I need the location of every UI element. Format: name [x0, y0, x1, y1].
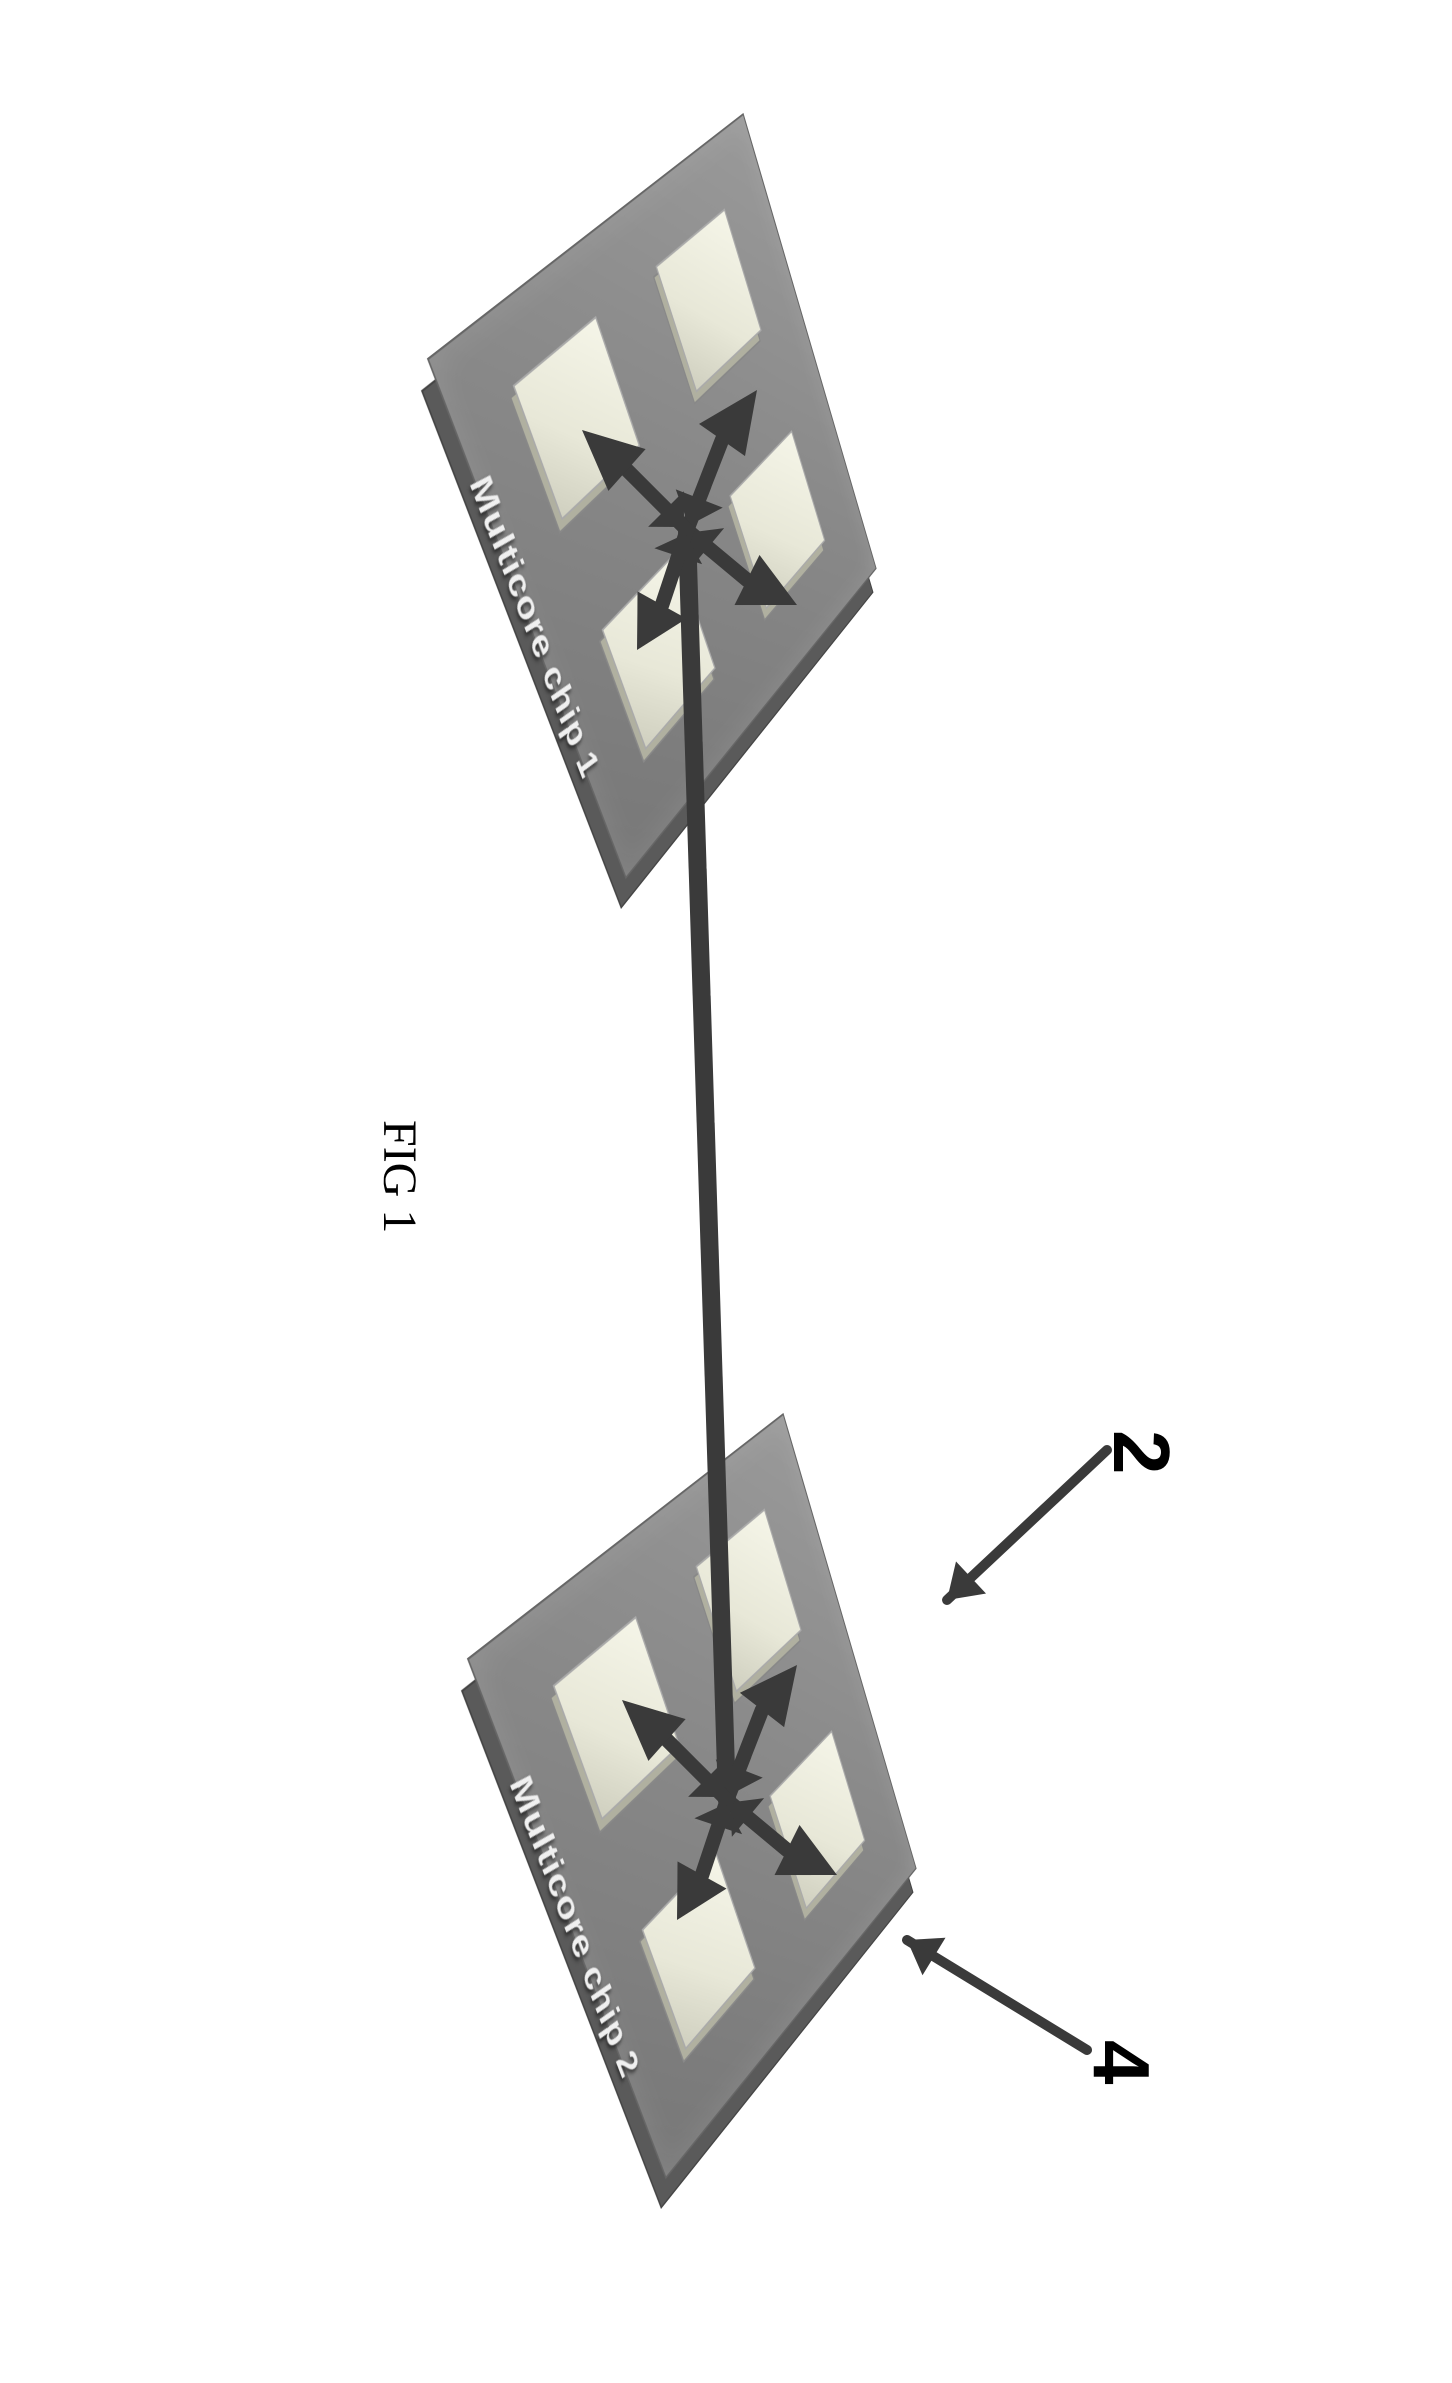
chip-2-core-0 [695, 1508, 801, 1692]
chip-2-surface: Multicore chip 2 [467, 1413, 917, 2179]
chip-1-surface: Multicore chip 1 [427, 113, 877, 879]
callout-4: 4 [1075, 2040, 1167, 2085]
chip-2-label: Multicore chip 2 [503, 1765, 643, 2089]
callout-2: 2 [1095, 1430, 1187, 1475]
chip-1-label: Multicore chip 1 [463, 465, 603, 789]
chip-1-core-2 [513, 316, 640, 521]
chip-1-top: Multicore chip 1 [427, 113, 877, 879]
diagram-scene: Multicore chip 1 Multicore chip 2 2 [227, 40, 1227, 2240]
chip-2-core-1 [769, 1730, 865, 1909]
rotated-stage: Multicore chip 1 Multicore chip 2 2 [726, 1140, 727, 1141]
chip-1-core-0 [655, 208, 761, 392]
multicore-chip-1: Multicore chip 1 [407, 200, 967, 760]
chip-2-core-3 [642, 1852, 756, 2050]
chip-1-core-1 [729, 430, 825, 609]
figure-caption: FIG 1 [372, 1120, 427, 1233]
chip-1-core-3 [602, 552, 716, 750]
chip-2-top: Multicore chip 2 [467, 1413, 917, 2179]
multicore-chip-2: Multicore chip 2 [447, 1500, 1007, 2060]
callout-4-label: 4 [1077, 2040, 1166, 2085]
chip-2-core-2 [553, 1616, 680, 1821]
callout-2-label: 2 [1097, 1430, 1186, 1475]
